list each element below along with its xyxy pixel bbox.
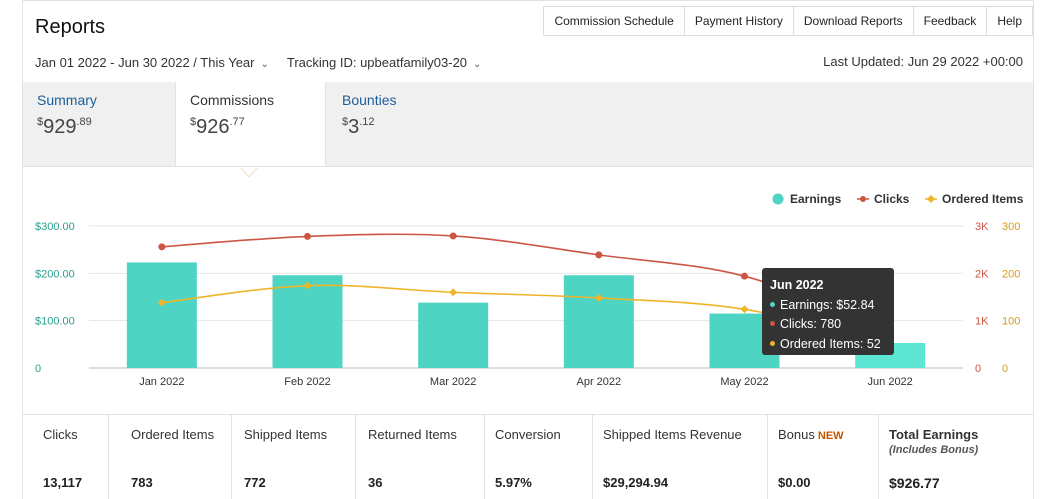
ordered-items-point (303, 281, 312, 290)
commission-schedule-link[interactable]: Commission Schedule (544, 7, 685, 35)
x-axis-tick-label: Feb 2022 (284, 376, 330, 388)
left-axis-tick-label: $300.00 (35, 221, 75, 233)
x-axis-tick-label: Mar 2022 (430, 376, 476, 388)
x-axis-tick-label: May 2022 (720, 376, 768, 388)
stat-ordered-items: Ordered Items 783 (109, 415, 232, 499)
stat-total-earnings: Total Earnings (Includes Bonus) $926.77 (889, 427, 979, 491)
tooltip-earnings: Earnings: $52.84 (770, 296, 886, 316)
x-axis-tick-label: Jan 2022 (139, 376, 184, 388)
earnings-bar (418, 302, 489, 368)
earnings-bar (272, 275, 343, 368)
ordered-items-point (157, 298, 166, 307)
tab-summary[interactable]: Summary $929.89 (23, 82, 175, 166)
clicks-dot-icon (770, 321, 775, 326)
bounties-amount: $3.12 (342, 116, 375, 138)
download-reports-link[interactable]: Download Reports (793, 7, 914, 35)
commissions-amount: $926.77 (190, 116, 245, 138)
ordered-items-point (449, 288, 458, 297)
ordered-items-point (740, 305, 749, 314)
tooltip-ordered: Ordered Items: 52 (770, 335, 886, 355)
left-axis-tick-label: $200.00 (35, 268, 75, 280)
ordered-axis-tick-label: 200 (1002, 268, 1020, 280)
clicks-axis-tick-label: 2K (975, 268, 989, 280)
date-range-dropdown[interactable]: Jan 01 2022 - Jun 30 2022 / This Year ⌄ (35, 55, 269, 70)
clicks-point (304, 232, 311, 240)
earnings-dot-icon (770, 301, 775, 307)
ordered-axis-tick-label: 0 (1002, 363, 1008, 375)
legend-clicks-icon (860, 196, 866, 202)
x-axis-tick-label: Jun 2022 (868, 376, 913, 388)
earnings-bar (563, 275, 634, 368)
summary-amount: $929.89 (37, 116, 92, 138)
stat-bonus: Bonus NEW $0.00 (768, 415, 879, 499)
legend-clicks-label: Clicks (874, 192, 910, 206)
stat-clicks: Clicks 13,117 (23, 415, 109, 499)
help-link[interactable]: Help (987, 7, 1032, 35)
tab-bounties[interactable]: Bounties $3.12 (328, 82, 478, 166)
chevron-down-icon: ⌄ (260, 59, 269, 70)
ordered-axis-tick-label: 300 (1002, 221, 1020, 233)
new-badge: NEW (817, 430, 844, 442)
report-tabs: Summary $929.89 Commissions $926.77 Boun… (22, 82, 1034, 170)
filters: Jan 01 2022 - Jun 30 2022 / This Year ⌄ T… (35, 55, 481, 70)
top-nav: Commission Schedule Payment History Down… (543, 6, 1033, 36)
clicks-axis-tick-label: 1K (975, 316, 989, 328)
legend-earnings-icon (772, 193, 784, 205)
tracking-id-dropdown[interactable]: Tracking ID: upbeatfamily03-20 ⌄ (286, 55, 482, 70)
legend-earnings-label: Earnings (790, 192, 842, 206)
active-tab-caret-inner (241, 167, 257, 176)
page-title: Reports (35, 16, 106, 38)
legend-ordered-label: Ordered Items (942, 192, 1024, 206)
clicks-point (158, 243, 166, 251)
ordered-axis-tick-label: 100 (1002, 316, 1020, 328)
last-updated: Last Updated: Jun 29 2022 +00:00 (823, 54, 1023, 69)
ordered-items-point (594, 293, 603, 302)
payment-history-link[interactable]: Payment History (684, 7, 794, 35)
chart-svg: $300.00 $200.00 $100.00 0 3K 2K 1K 0 300 200 100 0 J… (35, 192, 1024, 388)
chart-tooltip: Jun 2022 Earnings: $52.84 Clicks: 780 Or… (762, 268, 894, 355)
stat-shipped-revenue: Shipped Items Revenue $29,294.94 (593, 415, 768, 499)
legend-ordered-icon (927, 195, 935, 203)
ordered-dot-icon (770, 340, 775, 346)
x-axis-tick-label: Apr 2022 (577, 376, 622, 388)
clicks-axis-tick-label: 0 (975, 363, 981, 375)
tab-commissions[interactable]: Commissions $926.77 (175, 82, 326, 170)
left-axis-tick-label: $100.00 (35, 316, 75, 328)
clicks-point (741, 272, 748, 280)
stats-bar: Clicks 13,117 Ordered Items 783 Shipped It… (22, 414, 1034, 499)
clicks-axis-tick-label: 3K (975, 221, 989, 233)
clicks-point (595, 251, 603, 259)
feedback-link[interactable]: Feedback (913, 7, 988, 35)
stat-shipped-items: Shipped Items 772 (232, 415, 356, 499)
reports-header: Reports Commission Schedule Payment Hist… (22, 0, 1034, 82)
tooltip-clicks: Clicks: 780 (770, 315, 886, 335)
stat-conversion: Conversion 5.97% (485, 415, 593, 499)
stat-returned-items: Returned Items 36 (356, 415, 485, 499)
clicks-point (449, 232, 457, 240)
left-axis-tick-label: 0 (35, 363, 41, 375)
earnings-bar (126, 262, 197, 368)
chevron-down-icon: ⌄ (473, 59, 482, 70)
